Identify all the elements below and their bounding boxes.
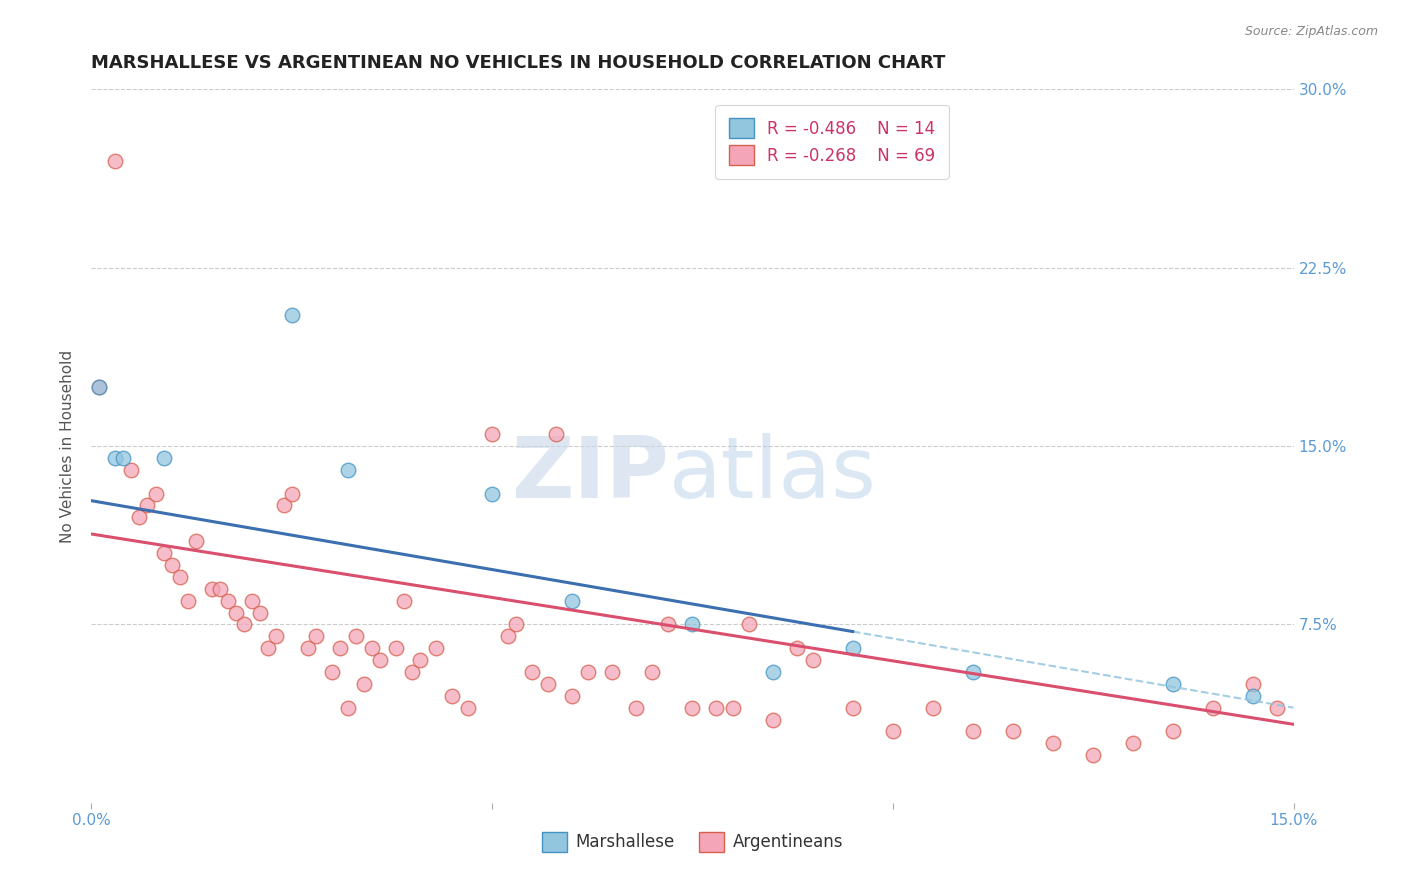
Point bbox=[336, 463, 359, 477]
Point bbox=[152, 450, 174, 465]
Point bbox=[602, 665, 624, 679]
Point bbox=[121, 463, 143, 477]
Point bbox=[681, 700, 703, 714]
Point bbox=[657, 617, 679, 632]
Point bbox=[537, 677, 560, 691]
Point bbox=[305, 629, 328, 643]
Point bbox=[409, 653, 432, 667]
Point bbox=[368, 653, 391, 667]
Point bbox=[89, 379, 111, 393]
Point bbox=[128, 510, 150, 524]
Point bbox=[217, 593, 239, 607]
Point bbox=[353, 677, 375, 691]
Point bbox=[762, 713, 785, 727]
Point bbox=[240, 593, 263, 607]
Point bbox=[281, 486, 304, 500]
Point bbox=[360, 641, 382, 656]
Point bbox=[801, 653, 824, 667]
Point bbox=[169, 570, 191, 584]
Text: ZIP: ZIP bbox=[510, 433, 668, 516]
Point bbox=[762, 665, 785, 679]
Point bbox=[1267, 700, 1289, 714]
Point bbox=[1243, 689, 1265, 703]
Text: Source: ZipAtlas.com: Source: ZipAtlas.com bbox=[1244, 25, 1378, 38]
Point bbox=[112, 450, 135, 465]
Point bbox=[89, 379, 111, 393]
Point bbox=[681, 617, 703, 632]
Text: MARSHALLESE VS ARGENTINEAN NO VEHICLES IN HOUSEHOLD CORRELATION CHART: MARSHALLESE VS ARGENTINEAN NO VEHICLES I… bbox=[91, 54, 946, 72]
Point bbox=[786, 641, 808, 656]
Point bbox=[160, 558, 183, 572]
Point bbox=[297, 641, 319, 656]
Point bbox=[184, 534, 207, 549]
Point bbox=[208, 582, 231, 596]
Y-axis label: No Vehicles in Household: No Vehicles in Household bbox=[60, 350, 76, 542]
Point bbox=[1083, 748, 1105, 763]
Point bbox=[273, 499, 295, 513]
Point bbox=[561, 689, 583, 703]
Point bbox=[104, 450, 127, 465]
Point bbox=[1042, 736, 1064, 750]
Point bbox=[104, 153, 127, 168]
Point bbox=[385, 641, 408, 656]
Point bbox=[152, 546, 174, 560]
Point bbox=[962, 665, 984, 679]
Point bbox=[481, 427, 503, 442]
Point bbox=[321, 665, 343, 679]
Point bbox=[1163, 677, 1185, 691]
Point bbox=[706, 700, 728, 714]
Point bbox=[1163, 724, 1185, 739]
Point bbox=[176, 593, 198, 607]
Point bbox=[440, 689, 463, 703]
Point bbox=[225, 606, 247, 620]
Point bbox=[1202, 700, 1225, 714]
Point bbox=[962, 724, 984, 739]
Point bbox=[136, 499, 159, 513]
Point bbox=[1243, 677, 1265, 691]
Point bbox=[1122, 736, 1144, 750]
Point bbox=[457, 700, 479, 714]
Point bbox=[336, 700, 359, 714]
Point bbox=[249, 606, 271, 620]
Point bbox=[496, 629, 519, 643]
Point bbox=[232, 617, 254, 632]
Point bbox=[481, 486, 503, 500]
Point bbox=[392, 593, 415, 607]
Point bbox=[641, 665, 664, 679]
Legend: Marshallese, Argentineans: Marshallese, Argentineans bbox=[536, 825, 849, 859]
Point bbox=[721, 700, 744, 714]
Point bbox=[841, 641, 863, 656]
Point bbox=[505, 617, 527, 632]
Point bbox=[256, 641, 278, 656]
Point bbox=[281, 308, 304, 322]
Point bbox=[922, 700, 945, 714]
Point bbox=[401, 665, 423, 679]
Point bbox=[344, 629, 367, 643]
Point bbox=[201, 582, 224, 596]
Point bbox=[546, 427, 568, 442]
Point bbox=[1001, 724, 1024, 739]
Point bbox=[522, 665, 544, 679]
Point bbox=[841, 700, 863, 714]
Point bbox=[737, 617, 759, 632]
Point bbox=[329, 641, 352, 656]
Point bbox=[561, 593, 583, 607]
Point bbox=[425, 641, 447, 656]
Point bbox=[576, 665, 599, 679]
Text: atlas: atlas bbox=[668, 433, 876, 516]
Point bbox=[626, 700, 648, 714]
Point bbox=[882, 724, 904, 739]
Point bbox=[264, 629, 287, 643]
Point bbox=[145, 486, 167, 500]
